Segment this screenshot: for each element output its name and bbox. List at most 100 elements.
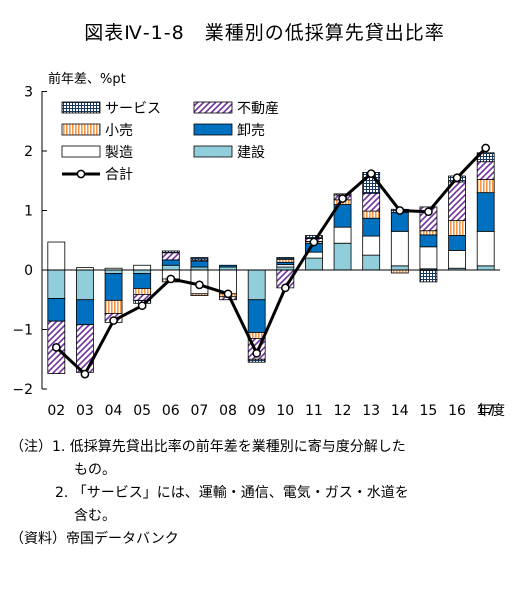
legend-label-wholesale: 卸売	[237, 123, 265, 139]
x-axis-unit: 年度	[477, 403, 505, 419]
y-tick-label: 3	[24, 85, 33, 101]
total-point	[452, 173, 462, 183]
total-point	[137, 301, 147, 311]
bar-segment-wholesale	[76, 299, 94, 326]
bar-segment-realestate	[448, 181, 466, 222]
bar-segment-manufacturing	[448, 249, 466, 269]
total-point	[166, 274, 176, 284]
legend-label-retail: 小売	[105, 123, 133, 139]
bar-segment-wholesale	[133, 273, 152, 289]
bar-segment-retail	[448, 220, 466, 236]
bar-segment-construction	[333, 242, 352, 271]
bar-segment-manufacturing	[476, 230, 495, 267]
bar-segment-retail	[190, 293, 209, 296]
legend-label-realestate: 不動産	[237, 101, 279, 117]
bar-segment-manufacturing	[390, 230, 409, 267]
note-1-cont: もの。	[74, 462, 116, 478]
bar-segment-wholesale	[161, 259, 180, 266]
bar-segment-manufacturing	[333, 226, 352, 244]
bar-segment-wholesale	[190, 260, 209, 268]
bar-segment-wholesale	[419, 234, 438, 248]
bar-segment-retail	[104, 299, 123, 314]
legend-label-services: サービス	[105, 101, 161, 117]
x-tick-label: 02	[47, 403, 65, 419]
y-axis-label: 前年差、%pt	[48, 71, 126, 87]
total-point	[280, 283, 290, 293]
note-2: 2. 「サービス」には、運輸・通信、電気・ガス・水道を	[55, 485, 409, 501]
bar-segment-construction	[362, 254, 381, 271]
total-point	[80, 369, 90, 379]
total-point	[338, 194, 347, 203]
bar-segment-construction	[133, 269, 152, 274]
bar-segment-wholesale	[104, 273, 123, 301]
x-tick-label: 05	[133, 403, 151, 419]
source-note: （資料）帝国データバンク	[10, 531, 179, 547]
chart-title: 図表Ⅳ-1-8 業種別の低採算先貸出比率	[84, 22, 445, 44]
total-line	[55, 146, 487, 377]
x-tick-label: 08	[219, 403, 237, 419]
y-tick-label: −2	[12, 382, 33, 398]
bar-segment-construction	[390, 265, 409, 271]
x-tick-label: 03	[76, 403, 94, 419]
bar-segment-wholesale	[476, 192, 495, 232]
bar-segment-wholesale	[47, 298, 66, 322]
bar-segment-manufacturing	[133, 264, 152, 271]
bar-segment-realestate	[161, 252, 180, 261]
bar-segment-services	[247, 358, 266, 363]
total-point	[195, 280, 204, 290]
total-point	[51, 343, 61, 352]
bar-segment-services	[161, 250, 180, 254]
total-point	[424, 207, 433, 217]
bar-segment-retail	[362, 210, 381, 219]
bar-segment-retail	[276, 258, 295, 263]
x-tick-label: 17	[477, 403, 495, 419]
x-tick-label: 13	[362, 403, 380, 419]
bar-segment-construction	[104, 269, 123, 274]
note-1: （注）1. 低採算先貸出比率の前年差を業種別に寄与度分解した	[10, 439, 406, 455]
total-point	[109, 316, 118, 325]
total-point	[395, 206, 405, 215]
legend-swatch-retail	[61, 123, 101, 136]
legend-label-manufacturing: 製造	[105, 145, 133, 161]
bar-segment-retail	[419, 230, 438, 236]
bar-segment-construction	[161, 264, 180, 271]
note-2-cont: 含む。	[74, 508, 116, 524]
bar-segment-construction	[247, 269, 266, 301]
bar-segment-construction	[305, 257, 323, 271]
bar-segment-retail	[476, 179, 495, 194]
bar-segment-wholesale	[247, 299, 266, 333]
x-tick-label: 15	[420, 403, 438, 419]
x-tick-label: 07	[191, 403, 209, 419]
legend-swatch-services	[61, 101, 101, 114]
total-point	[481, 143, 491, 153]
total-point	[309, 237, 319, 247]
y-tick-label: 2	[24, 144, 33, 160]
bar-segment-services	[276, 257, 295, 260]
total-point	[223, 289, 233, 299]
x-tick-label: 06	[162, 403, 180, 419]
bar-segment-services	[190, 257, 209, 261]
y-tick-label: 1	[24, 204, 33, 220]
bar-segment-realestate	[476, 161, 495, 180]
bar-segment-realestate	[362, 192, 381, 212]
legend-swatch-construction	[193, 145, 233, 158]
x-tick-label: 04	[105, 403, 123, 419]
x-tick-label: 12	[334, 403, 352, 419]
x-tick-label: 11	[305, 403, 323, 419]
bar-segment-manufacturing	[47, 241, 66, 271]
bar-segment-wholesale	[390, 211, 409, 232]
legend-swatch-wholesale	[193, 123, 233, 136]
bar-segment-construction	[47, 269, 66, 299]
bar-segment-manufacturing	[362, 235, 381, 256]
notes: （注）1. 低採算先貸出比率の前年差を業種別に寄与度分解した もの。 2. 「サ…	[10, 436, 409, 551]
x-tick-label: 16	[448, 403, 466, 419]
total-point	[252, 348, 262, 358]
bar-segment-construction	[476, 265, 495, 271]
bar-segment-wholesale	[448, 235, 466, 251]
legend-label-construction: 建設	[237, 145, 265, 161]
legend-label-total: 合計	[105, 167, 133, 183]
bar-segment-retail	[133, 288, 152, 295]
x-tick-label: 09	[248, 403, 266, 419]
